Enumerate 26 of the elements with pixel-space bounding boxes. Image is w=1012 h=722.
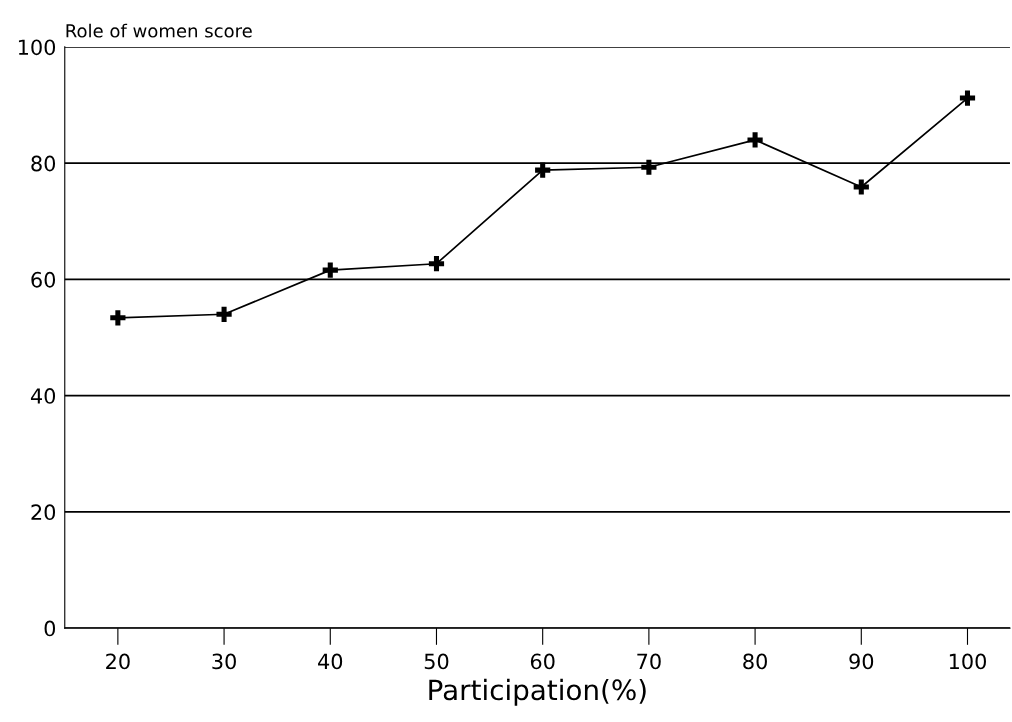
point [216, 306, 232, 322]
x-tick-label: 90 [849, 653, 874, 670]
x-tick-label: 50 [424, 653, 449, 670]
point [747, 132, 763, 148]
x-tick-label: 20 [106, 653, 130, 670]
point [853, 179, 869, 195]
point [322, 262, 338, 278]
y-tick-label: 20 [31, 504, 56, 521]
y-axis-title: Role of women score [66, 23, 252, 38]
x-tick-label: 70 [637, 653, 661, 670]
x-tick-label: 60 [530, 653, 555, 670]
y-tick-label: 40 [30, 388, 56, 404]
y-tick-label: 0 [44, 620, 56, 637]
x-tick-label: 30 [212, 653, 236, 670]
point [110, 310, 126, 326]
x-tick-label: 100 [949, 653, 986, 670]
y-tick-label: 80 [31, 155, 56, 172]
x-axis-title: Participation(%) [429, 678, 646, 706]
point [535, 162, 551, 178]
point [641, 159, 657, 175]
y-tick-label: 60 [31, 271, 56, 288]
point [428, 256, 445, 272]
y-tick-label: 100 [18, 39, 56, 56]
x-tick-label: 40 [318, 653, 343, 670]
x-tick-label: 80 [743, 653, 767, 670]
point [959, 90, 976, 106]
